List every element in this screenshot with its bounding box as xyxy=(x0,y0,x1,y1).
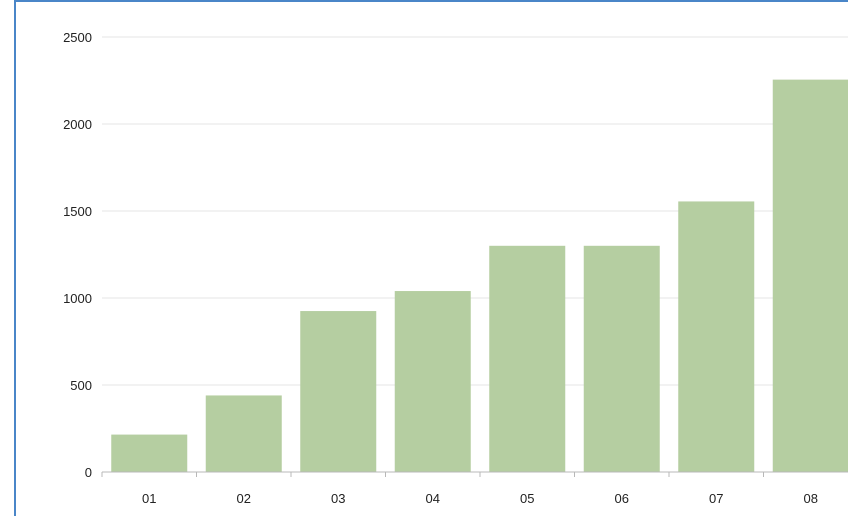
bar-02 xyxy=(205,395,282,472)
y-axis-ticks: 0 500 1000 1500 2000 2500 xyxy=(63,30,92,480)
x-tick-label: 07 xyxy=(709,491,723,506)
bar-06 xyxy=(583,245,660,472)
bar-07 xyxy=(678,201,755,472)
y-tick-label: 500 xyxy=(70,378,92,393)
bar-01 xyxy=(111,434,188,472)
bar-04 xyxy=(394,291,471,472)
x-axis-ticks: 01 02 03 04 05 06 07 08 xyxy=(101,472,818,506)
x-tick-label: 04 xyxy=(426,491,440,506)
bar-08 xyxy=(772,79,848,472)
x-tick-label: 01 xyxy=(142,491,156,506)
x-tick-label: 06 xyxy=(615,491,629,506)
y-tick-label: 2500 xyxy=(63,30,92,45)
bars xyxy=(111,79,848,472)
y-tick-label: 2000 xyxy=(63,117,92,132)
y-tick-label: 1000 xyxy=(63,291,92,306)
bar-05 xyxy=(489,245,566,472)
y-tick-label: 0 xyxy=(85,465,92,480)
x-tick-label: 05 xyxy=(520,491,534,506)
y-tick-label: 1500 xyxy=(63,204,92,219)
x-tick-label: 02 xyxy=(237,491,251,506)
bar-03 xyxy=(300,311,377,472)
x-tick-label: 03 xyxy=(331,491,345,506)
x-tick-label: 08 xyxy=(804,491,818,506)
